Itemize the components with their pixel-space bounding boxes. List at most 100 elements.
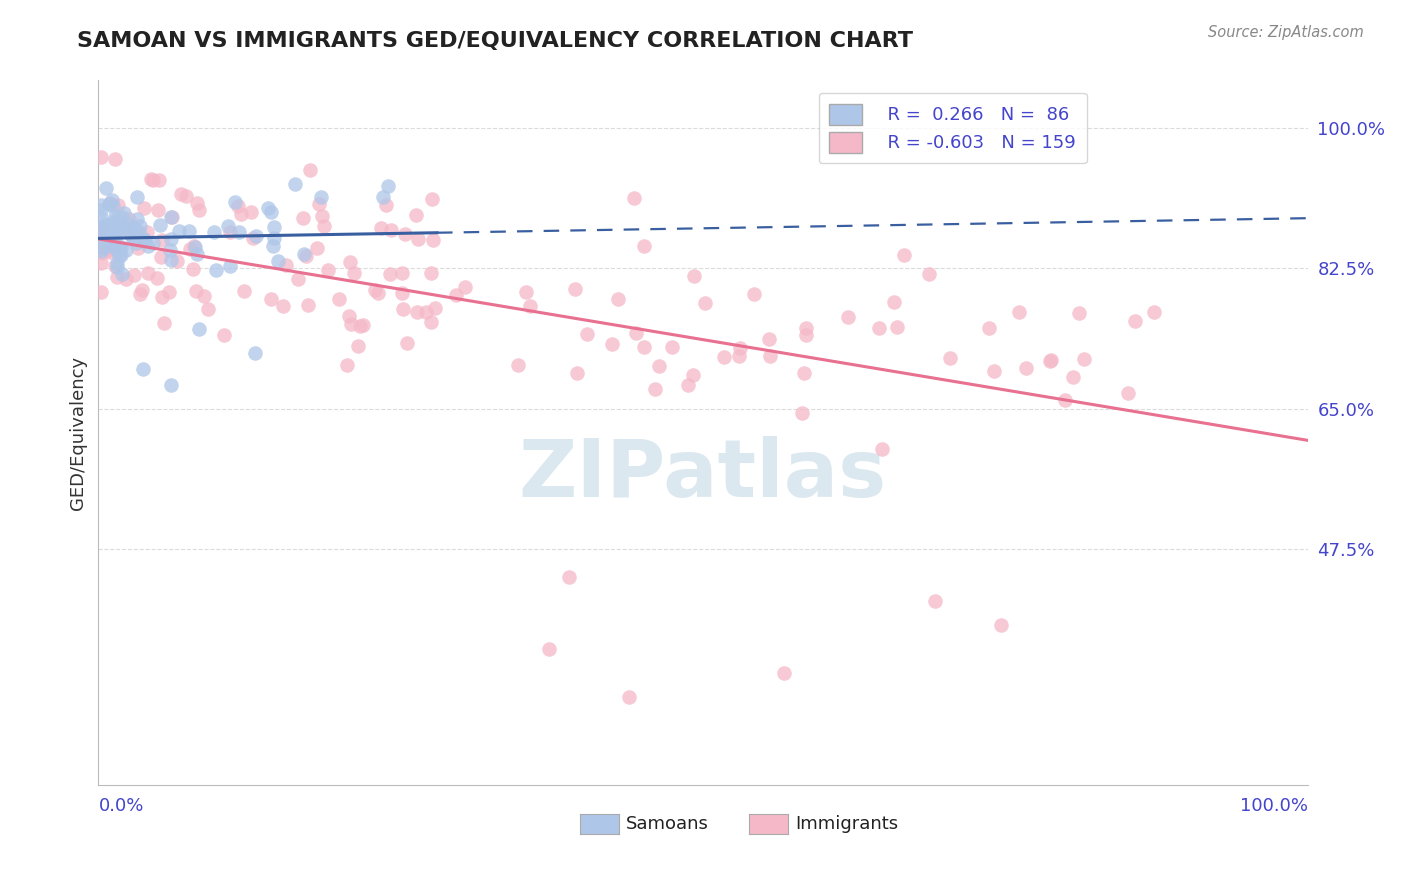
Point bbox=[94, 219, 117, 234]
Point bbox=[186, 196, 208, 211]
Point bbox=[108, 249, 131, 263]
Point bbox=[759, 349, 782, 363]
Point bbox=[558, 570, 581, 584]
Point bbox=[179, 243, 201, 257]
Point bbox=[260, 205, 283, 219]
Point bbox=[377, 179, 399, 194]
Point bbox=[90, 211, 112, 226]
Point bbox=[979, 321, 1001, 335]
Point bbox=[415, 304, 437, 318]
Legend:   R =  0.266   N =  86,   R = -0.603   N = 159: R = 0.266 N = 86, R = -0.603 N = 159 bbox=[818, 93, 1087, 163]
Point bbox=[169, 224, 191, 238]
Point bbox=[336, 358, 359, 372]
Point bbox=[104, 231, 127, 245]
Point bbox=[120, 227, 142, 242]
Point bbox=[224, 195, 246, 210]
Point bbox=[263, 219, 285, 234]
Point bbox=[150, 233, 173, 247]
Point bbox=[105, 256, 128, 270]
Point bbox=[419, 266, 441, 280]
Point bbox=[104, 222, 127, 236]
Point bbox=[294, 249, 316, 263]
Point bbox=[174, 188, 197, 202]
Point bbox=[633, 239, 655, 253]
Text: SAMOAN VS IMMIGRANTS GED/EQUIVALENCY CORRELATION CHART: SAMOAN VS IMMIGRANTS GED/EQUIVALENCY COR… bbox=[77, 31, 914, 51]
Point bbox=[104, 209, 127, 223]
Point bbox=[917, 267, 939, 281]
Point bbox=[790, 406, 813, 420]
Point bbox=[391, 286, 413, 301]
Point bbox=[340, 317, 363, 331]
Point bbox=[1116, 385, 1139, 400]
Point bbox=[374, 198, 396, 212]
Point bbox=[98, 245, 121, 260]
Point bbox=[129, 287, 152, 301]
Point bbox=[103, 240, 125, 254]
Point bbox=[506, 358, 529, 372]
Point bbox=[90, 244, 112, 258]
Point bbox=[148, 173, 170, 187]
Point bbox=[256, 201, 278, 215]
Point bbox=[183, 262, 205, 277]
Point bbox=[193, 288, 215, 302]
Point bbox=[135, 225, 157, 239]
Point bbox=[90, 221, 112, 235]
Point bbox=[134, 231, 156, 245]
Point bbox=[1123, 314, 1146, 328]
Point bbox=[90, 150, 112, 164]
Point bbox=[728, 349, 751, 363]
Point bbox=[352, 318, 374, 333]
Point bbox=[661, 340, 683, 354]
Point bbox=[115, 271, 138, 285]
Point bbox=[105, 244, 128, 258]
Point bbox=[260, 292, 283, 306]
Point bbox=[1015, 361, 1038, 376]
Point bbox=[94, 219, 117, 233]
Point bbox=[883, 294, 905, 309]
Point bbox=[101, 199, 124, 213]
Point bbox=[111, 268, 134, 282]
Point bbox=[120, 226, 142, 240]
Point bbox=[204, 263, 226, 277]
Point bbox=[1008, 305, 1031, 319]
Point bbox=[364, 283, 387, 297]
Point bbox=[128, 225, 150, 239]
Point bbox=[134, 234, 156, 248]
Point bbox=[576, 327, 599, 342]
Point bbox=[245, 228, 267, 243]
Point bbox=[339, 255, 361, 269]
Point bbox=[90, 220, 112, 235]
Point bbox=[105, 270, 128, 285]
Point bbox=[115, 243, 138, 257]
Point bbox=[148, 202, 170, 217]
Point bbox=[262, 239, 284, 253]
Point bbox=[100, 242, 122, 256]
Point bbox=[380, 223, 402, 237]
Point bbox=[284, 177, 307, 191]
Point bbox=[104, 259, 127, 273]
Point bbox=[160, 210, 183, 224]
Point bbox=[160, 253, 183, 268]
Point bbox=[391, 266, 413, 280]
Point bbox=[103, 238, 125, 252]
Point bbox=[131, 283, 153, 297]
Point bbox=[742, 287, 765, 301]
Point bbox=[97, 218, 120, 232]
Point bbox=[112, 220, 135, 235]
Point bbox=[219, 225, 242, 239]
Point bbox=[444, 288, 467, 302]
Point bbox=[419, 315, 441, 329]
Point bbox=[328, 292, 350, 306]
Point bbox=[186, 284, 208, 298]
Point bbox=[112, 206, 135, 220]
Point bbox=[990, 617, 1012, 632]
Point bbox=[202, 225, 225, 239]
Point bbox=[127, 242, 149, 256]
Point bbox=[758, 332, 780, 346]
Point bbox=[91, 241, 114, 255]
Point bbox=[617, 690, 640, 704]
Point bbox=[644, 382, 666, 396]
Point bbox=[100, 226, 122, 240]
Point bbox=[870, 442, 893, 457]
Point bbox=[623, 191, 645, 205]
